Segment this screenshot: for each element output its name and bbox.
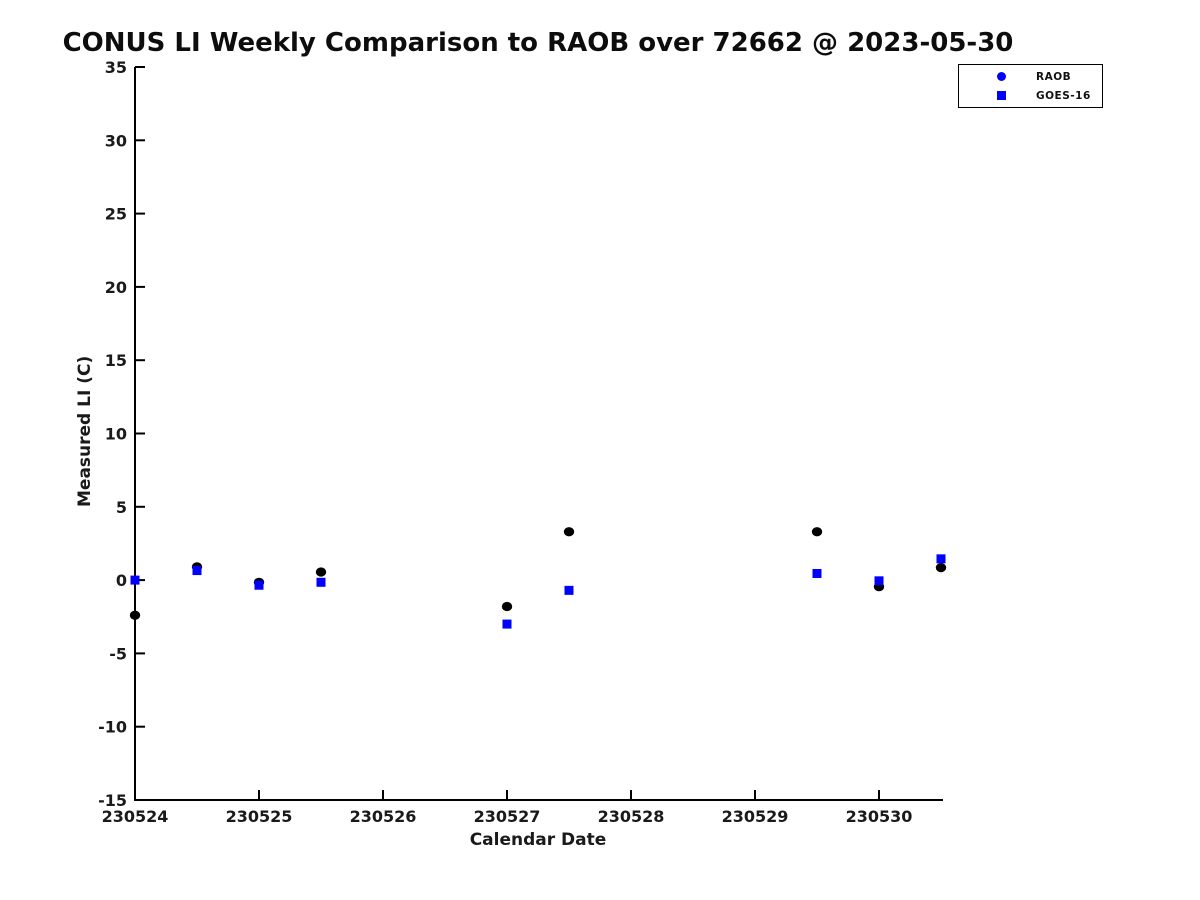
raob-legend-label: RAOB	[1036, 70, 1072, 83]
raob-data-point	[501, 601, 513, 612]
x-tick-label: 230527	[474, 807, 541, 826]
x-tick-label: 230528	[598, 807, 665, 826]
goes16-data-point	[254, 580, 264, 590]
y-tick-label: 5	[116, 498, 127, 517]
raob-data-point	[129, 610, 141, 620]
legend: RAOB GOES-16	[958, 64, 1103, 108]
raob-data-point	[811, 527, 823, 537]
goes16-data-point	[564, 585, 574, 595]
y-tick-label: 15	[105, 351, 127, 370]
raob-data-point	[563, 527, 575, 537]
legend-item-raob: RAOB	[959, 69, 1102, 85]
goes16-data-point	[812, 569, 822, 579]
chart-title: CONUS LI Weekly Comparison to RAOB over …	[62, 28, 1014, 58]
x-tick-label: 230529	[722, 807, 789, 826]
x-tick-label: 230530	[846, 807, 913, 826]
y-tick-label: 20	[105, 278, 127, 297]
goes16-data-point	[502, 619, 512, 629]
y-tick-label: -5	[109, 644, 127, 663]
goes16-square-marker-icon	[997, 91, 1006, 100]
goes16-data-point	[874, 576, 884, 586]
goes16-legend-label: GOES-16	[1036, 89, 1091, 102]
y-tick-label: -15	[98, 791, 127, 810]
goes16-data-point	[192, 566, 202, 576]
y-tick-label: 35	[105, 58, 127, 77]
y-tick-label: 10	[105, 425, 127, 444]
y-tick-label: 25	[105, 205, 127, 224]
legend-item-goes16: GOES-16	[959, 88, 1102, 104]
x-tick-label: 230526	[350, 807, 417, 826]
goes16-data-point	[316, 577, 326, 587]
goes16-data-point	[936, 554, 946, 564]
y-tick-label: -10	[98, 718, 127, 737]
y-axis-label: Measured LI (C)	[75, 355, 95, 507]
y-tick-label: 0	[116, 571, 127, 590]
raob-circle-marker-icon	[997, 72, 1006, 81]
y-tick-label: 30	[105, 131, 127, 150]
x-tick-label: 230524	[102, 807, 169, 826]
x-axis-label: Calendar Date	[469, 830, 607, 850]
raob-data-point	[315, 567, 327, 577]
raob-data-point	[935, 563, 947, 573]
goes16-data-point	[130, 575, 140, 585]
x-tick-label: 230525	[226, 807, 293, 826]
